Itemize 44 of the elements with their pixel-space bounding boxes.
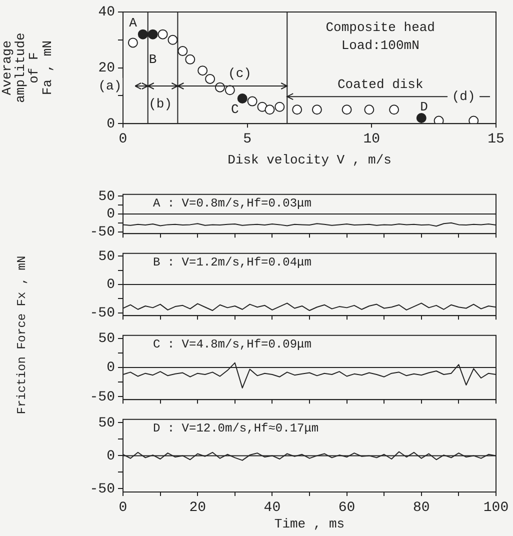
y-tick-label: 0 [106,206,115,223]
text: (a) [98,78,122,94]
y-tick-label: 50 [98,331,115,348]
y-axis-title: Friction Force Fx , mN [15,256,30,414]
annotation: (b) [148,96,172,112]
annotation: (d) [452,88,476,104]
y-tick-label: 0 [106,277,115,294]
annotation: Coated disk [337,76,424,92]
y-tick-label: 20 [98,60,115,77]
y-tick-label: -50 [90,481,115,498]
x-tick-label: 40 [264,500,281,516]
annotation: D : V=12.0m/s,Hf≈0.17μm [153,422,319,436]
x-tick-label: 5 [243,132,252,148]
annotation: A [129,16,138,31]
x-axis-title: Disk velocity V , m/s [228,152,392,168]
y-tick-label: -50 [90,389,115,406]
y-tick-label: 40 [98,4,115,21]
y-tick-label: 50 [98,415,115,432]
x-tick-label: 20 [189,500,206,516]
y-tick-label: 50 [98,248,115,265]
annotation: B : V=1.2m/s,Hf=0.04μm [153,256,312,270]
y-tick-label: 0 [106,448,115,464]
annotation: D [420,99,428,114]
y-tick-label: -50 [90,305,115,322]
annotation: C [230,102,239,118]
y-tick-label: -50 [90,224,115,241]
annotation: Load:100mN [341,38,420,53]
y-axis-title: Average amplitude of F Fa , mN [0,32,56,103]
annotation: A : V=0.8m/s,Hf=0.03μm [153,196,312,211]
annotation: C : V=4.8m/s,Hf=0.09μm [153,338,312,352]
x-tick-label: 0 [118,132,128,148]
x-tick-label: 60 [338,500,356,516]
y-tick-label: 50 [98,188,115,205]
annotation: B [148,52,157,67]
annotation: (c) [228,66,252,81]
y-tick-label: 0 [106,116,115,132]
x-tick-label: 10 [363,132,380,148]
x-tick-label: 15 [488,132,504,148]
x-tick-label: 100 [483,500,509,516]
annotation: Composite head [326,20,435,36]
y-tick-label: 0 [106,360,115,376]
x-tick-label: 80 [412,500,430,516]
x-axis-title: Time , ms [274,516,345,532]
x-tick-label: 0 [118,500,128,516]
